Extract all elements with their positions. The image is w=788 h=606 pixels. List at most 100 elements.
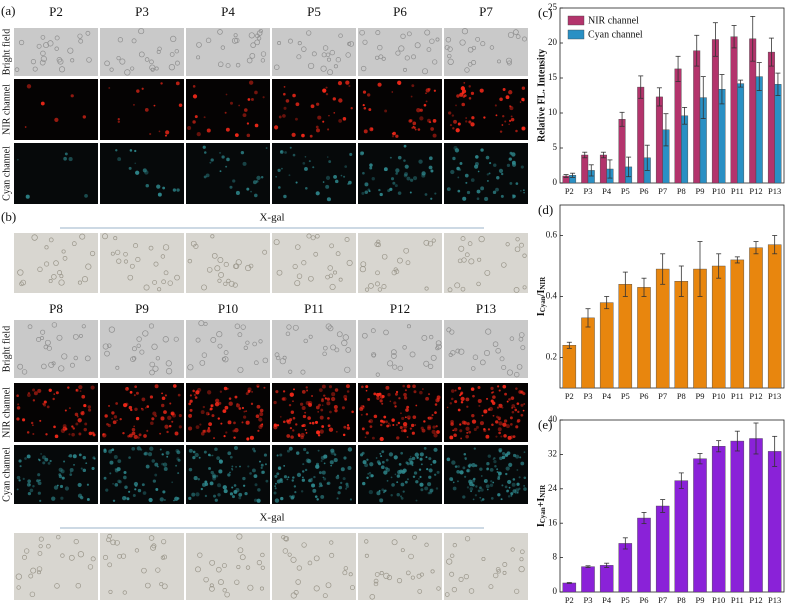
cell xyxy=(131,427,136,432)
cell xyxy=(217,29,223,35)
cell xyxy=(400,429,404,433)
cell xyxy=(362,460,367,465)
cell xyxy=(152,479,157,483)
cell xyxy=(479,467,483,471)
cell xyxy=(251,98,254,101)
cell xyxy=(459,92,464,97)
cell xyxy=(21,369,28,375)
cell xyxy=(69,473,73,476)
cell xyxy=(220,422,223,425)
micrograph xyxy=(186,383,270,442)
cell xyxy=(457,386,462,390)
cell xyxy=(304,468,308,472)
y-axis-label-part: /I xyxy=(536,290,547,298)
cell xyxy=(248,32,255,39)
cell xyxy=(318,388,323,393)
cell xyxy=(394,269,400,274)
bar xyxy=(581,154,589,184)
cell xyxy=(19,465,22,468)
cell xyxy=(214,402,220,407)
cell xyxy=(336,497,339,500)
micrograph xyxy=(444,320,528,378)
cell xyxy=(391,349,397,355)
cell xyxy=(60,553,65,558)
cell xyxy=(429,38,435,44)
cell xyxy=(365,385,369,389)
cell xyxy=(419,457,423,461)
cell xyxy=(224,591,230,598)
cell xyxy=(428,475,432,479)
cell xyxy=(58,474,63,479)
x-tick-label: P11 xyxy=(731,186,744,196)
cell xyxy=(164,134,168,137)
cell xyxy=(520,403,524,407)
cell xyxy=(168,64,176,71)
cell xyxy=(519,332,525,338)
cell xyxy=(343,456,347,460)
cell xyxy=(227,420,232,425)
cell xyxy=(246,437,250,441)
cell xyxy=(156,184,161,189)
cell xyxy=(368,471,372,475)
cell xyxy=(40,329,46,335)
cell xyxy=(253,474,258,478)
cell xyxy=(492,190,497,195)
cell xyxy=(333,405,338,410)
error-bar xyxy=(719,74,725,105)
cell xyxy=(231,37,238,44)
cell xyxy=(449,329,455,335)
cell xyxy=(249,472,252,475)
cell xyxy=(330,344,337,351)
cell xyxy=(150,421,154,426)
cell xyxy=(365,431,369,435)
cell xyxy=(315,405,320,410)
cell xyxy=(409,455,412,458)
cell xyxy=(215,474,219,478)
cell xyxy=(322,88,327,93)
cell xyxy=(445,37,452,43)
cell xyxy=(210,337,217,343)
cell xyxy=(455,128,460,133)
cell xyxy=(455,348,461,354)
cell xyxy=(428,468,433,473)
cell xyxy=(462,466,466,470)
cell xyxy=(24,457,27,460)
cell xyxy=(115,149,118,152)
cell xyxy=(151,459,156,463)
cell xyxy=(520,461,525,466)
cell xyxy=(513,287,520,293)
cell xyxy=(507,495,511,498)
cell xyxy=(433,89,436,92)
cell xyxy=(223,435,226,438)
cell xyxy=(394,405,397,408)
column-label: P8 xyxy=(49,301,63,316)
cell xyxy=(108,87,111,89)
micrograph-bg xyxy=(14,533,98,600)
cell xyxy=(454,465,458,468)
cell xyxy=(462,95,466,98)
cell xyxy=(296,273,303,279)
cell xyxy=(128,166,132,170)
cell xyxy=(173,499,175,502)
cell xyxy=(162,490,166,494)
cell xyxy=(467,241,473,246)
cell xyxy=(427,482,432,487)
bar xyxy=(730,440,745,593)
cell xyxy=(227,473,231,477)
cell xyxy=(302,161,306,165)
cell xyxy=(16,394,19,398)
cell xyxy=(520,165,524,169)
cell xyxy=(479,486,482,490)
cell xyxy=(228,397,232,400)
bar xyxy=(655,505,670,593)
cell xyxy=(204,151,207,154)
cell xyxy=(365,413,369,416)
cell xyxy=(90,556,96,562)
cell xyxy=(48,237,54,243)
bar xyxy=(711,265,726,389)
cell xyxy=(410,95,413,98)
bar xyxy=(730,259,745,389)
cell xyxy=(465,117,468,119)
cell xyxy=(516,482,520,486)
cell xyxy=(131,346,137,352)
